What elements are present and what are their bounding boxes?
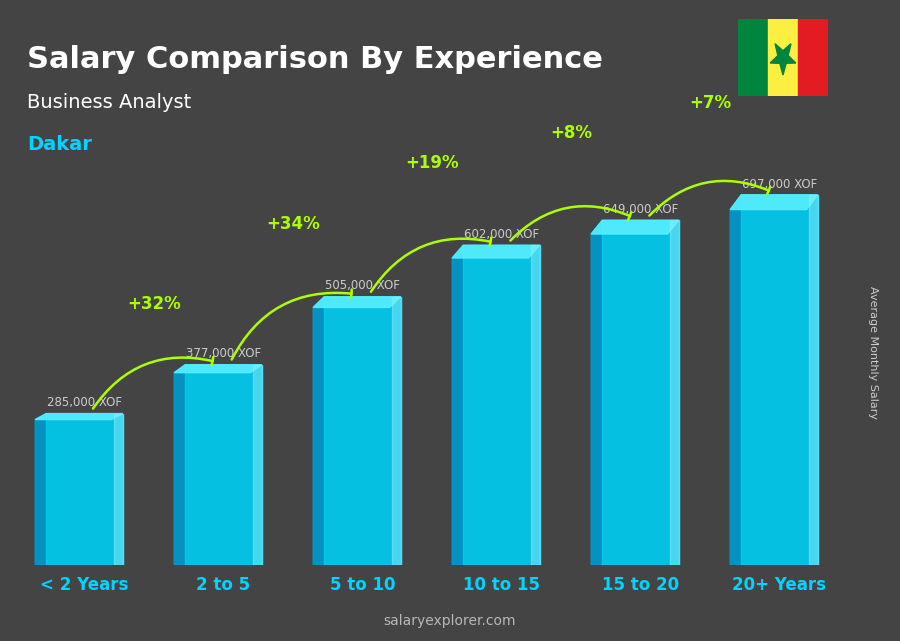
Text: +8%: +8% xyxy=(550,124,592,142)
Bar xyxy=(768,19,798,96)
Bar xyxy=(742,195,818,565)
Text: 649,000 XOF: 649,000 XOF xyxy=(603,203,678,216)
Text: +32%: +32% xyxy=(127,295,181,313)
Bar xyxy=(670,221,679,565)
Bar xyxy=(738,19,768,96)
Text: 377,000 XOF: 377,000 XOF xyxy=(186,347,261,360)
Bar xyxy=(808,195,818,565)
Polygon shape xyxy=(591,221,679,234)
Text: 697,000 XOF: 697,000 XOF xyxy=(742,178,817,190)
Text: 285,000 XOF: 285,000 XOF xyxy=(47,396,122,409)
Polygon shape xyxy=(770,44,796,75)
Text: +19%: +19% xyxy=(405,154,459,172)
Polygon shape xyxy=(35,413,122,420)
Bar xyxy=(531,246,540,565)
Polygon shape xyxy=(175,365,185,565)
Bar xyxy=(602,221,679,565)
Text: Average Monthly Salary: Average Monthly Salary xyxy=(868,286,878,419)
Bar xyxy=(798,19,828,96)
Polygon shape xyxy=(452,246,464,565)
Bar xyxy=(464,246,540,565)
Polygon shape xyxy=(313,297,400,308)
Text: salaryexplorer.com: salaryexplorer.com xyxy=(383,614,517,628)
Bar xyxy=(392,297,400,565)
Bar xyxy=(113,413,122,565)
Polygon shape xyxy=(175,365,262,372)
Bar xyxy=(253,365,262,565)
Polygon shape xyxy=(35,413,46,565)
Polygon shape xyxy=(730,195,742,565)
Bar xyxy=(324,297,400,565)
Text: 505,000 XOF: 505,000 XOF xyxy=(325,279,400,292)
Text: Salary Comparison By Experience: Salary Comparison By Experience xyxy=(27,45,603,74)
Bar xyxy=(185,365,262,565)
Text: +34%: +34% xyxy=(266,215,320,233)
Text: +7%: +7% xyxy=(688,94,731,112)
Text: Business Analyst: Business Analyst xyxy=(27,93,191,112)
Bar xyxy=(46,413,122,565)
Text: 602,000 XOF: 602,000 XOF xyxy=(464,228,539,241)
Polygon shape xyxy=(313,297,324,565)
Text: Dakar: Dakar xyxy=(27,135,92,154)
Polygon shape xyxy=(452,246,540,258)
Polygon shape xyxy=(730,195,818,210)
Polygon shape xyxy=(591,221,602,565)
